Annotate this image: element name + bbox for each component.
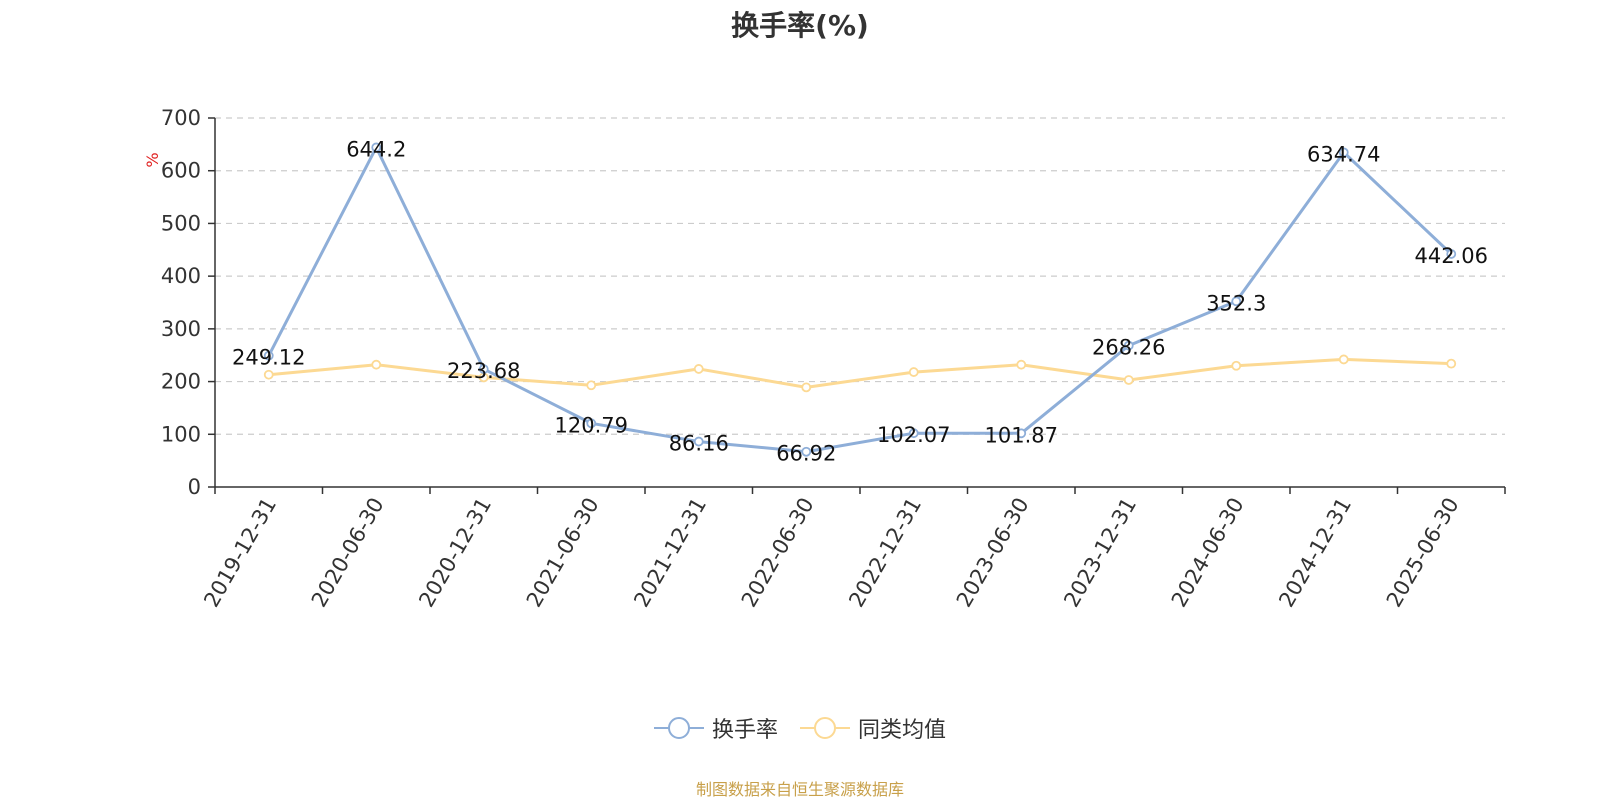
y-tick-label: 0 — [188, 475, 201, 499]
series-line-1 — [268, 357, 1452, 389]
source-note: 制图数据来自恒生聚源数据库 — [695, 780, 904, 799]
x-tick-label: 2020-12-31 — [414, 494, 496, 612]
x-tick-label: 2024-06-30 — [1167, 494, 1249, 612]
y-tick-label: 400 — [161, 264, 201, 288]
legend-marker-turnover — [653, 717, 704, 739]
data-point — [371, 142, 382, 153]
y-tick-label: 100 — [161, 422, 201, 446]
data-point — [586, 380, 597, 391]
x-tick-label: 2021-06-30 — [522, 494, 604, 612]
data-label: 66.92 — [776, 442, 836, 466]
data-label: 442.06 — [1415, 244, 1488, 268]
x-tick-label: 2025-06-30 — [1382, 494, 1464, 612]
legend: 换手率 同类均值 — [0, 712, 1600, 744]
data-label: 101.87 — [985, 423, 1058, 447]
x-tick-label: 2022-12-31 — [844, 494, 926, 612]
data-label: 249.12 — [232, 346, 305, 370]
y-tick-label: 300 — [161, 317, 201, 341]
legend-marker-peer-average — [800, 717, 850, 739]
data-point — [1231, 360, 1242, 371]
data-point — [801, 382, 812, 393]
legend-item-turnover[interactable]: 换手率 — [653, 712, 778, 744]
x-tick-label: 2023-12-31 — [1059, 494, 1141, 612]
data-label: 223.68 — [447, 359, 520, 383]
data-point — [1338, 354, 1349, 365]
series-lines — [263, 142, 1457, 457]
x-tick-label: 2019-12-31 — [199, 494, 281, 612]
legend-label-turnover: 换手率 — [711, 718, 778, 743]
data-labels: 249.12 644.2 223.68 120.79 86.16 66.92 102.07 1… — [232, 137, 1488, 465]
y-tick-label: 600 — [161, 159, 201, 183]
grid-lines — [215, 117, 1505, 435]
y-tick-label: 500 — [161, 211, 201, 235]
data-label: 644.2 — [346, 137, 406, 161]
data-point — [1446, 358, 1457, 369]
data-point — [263, 369, 274, 380]
data-label: 86.16 — [669, 432, 729, 456]
data-point — [693, 364, 704, 374]
legend-label-peer-average: 同类均值 — [858, 718, 947, 743]
data-label: 268.26 — [1092, 336, 1165, 360]
y-axis-label: % — [143, 152, 162, 167]
data-point — [478, 364, 489, 374]
data-point — [1016, 428, 1027, 439]
chart-title: 换手率(%) — [731, 9, 869, 42]
data-label: 120.79 — [555, 413, 628, 437]
data-point — [1231, 296, 1242, 307]
data-point — [371, 359, 382, 370]
axes: 0 100 200 300 400 500 600 700% 2019-12-31 2020-06… — [143, 106, 1506, 612]
y-tick-label: 200 — [161, 370, 201, 394]
data-label: 352.3 — [1206, 291, 1266, 315]
x-tick-label: 2020-06-30 — [307, 494, 389, 612]
data-label: 102.07 — [877, 423, 950, 447]
x-tick-label: 2023-06-30 — [952, 494, 1034, 612]
data-point — [1016, 359, 1027, 370]
data-label: 634.74 — [1307, 142, 1380, 166]
data-point — [586, 418, 597, 429]
data-point — [908, 367, 919, 377]
series-line-0 — [267, 145, 1453, 454]
data-point — [263, 350, 274, 361]
data-point — [1123, 340, 1134, 351]
data-point — [1338, 147, 1349, 158]
data-point — [801, 446, 812, 457]
x-tick-label: 2021-12-31 — [629, 494, 711, 612]
data-point — [693, 436, 704, 447]
y-tick-label: 700 — [161, 106, 201, 130]
x-tick-label: 2022-06-30 — [737, 494, 819, 612]
data-point — [1446, 249, 1457, 259]
data-point — [1123, 375, 1134, 385]
legend-item-peer-average[interactable]: 同类均值 — [800, 712, 946, 744]
data-point — [908, 428, 919, 439]
x-tick-label: 2024-12-31 — [1274, 494, 1356, 612]
